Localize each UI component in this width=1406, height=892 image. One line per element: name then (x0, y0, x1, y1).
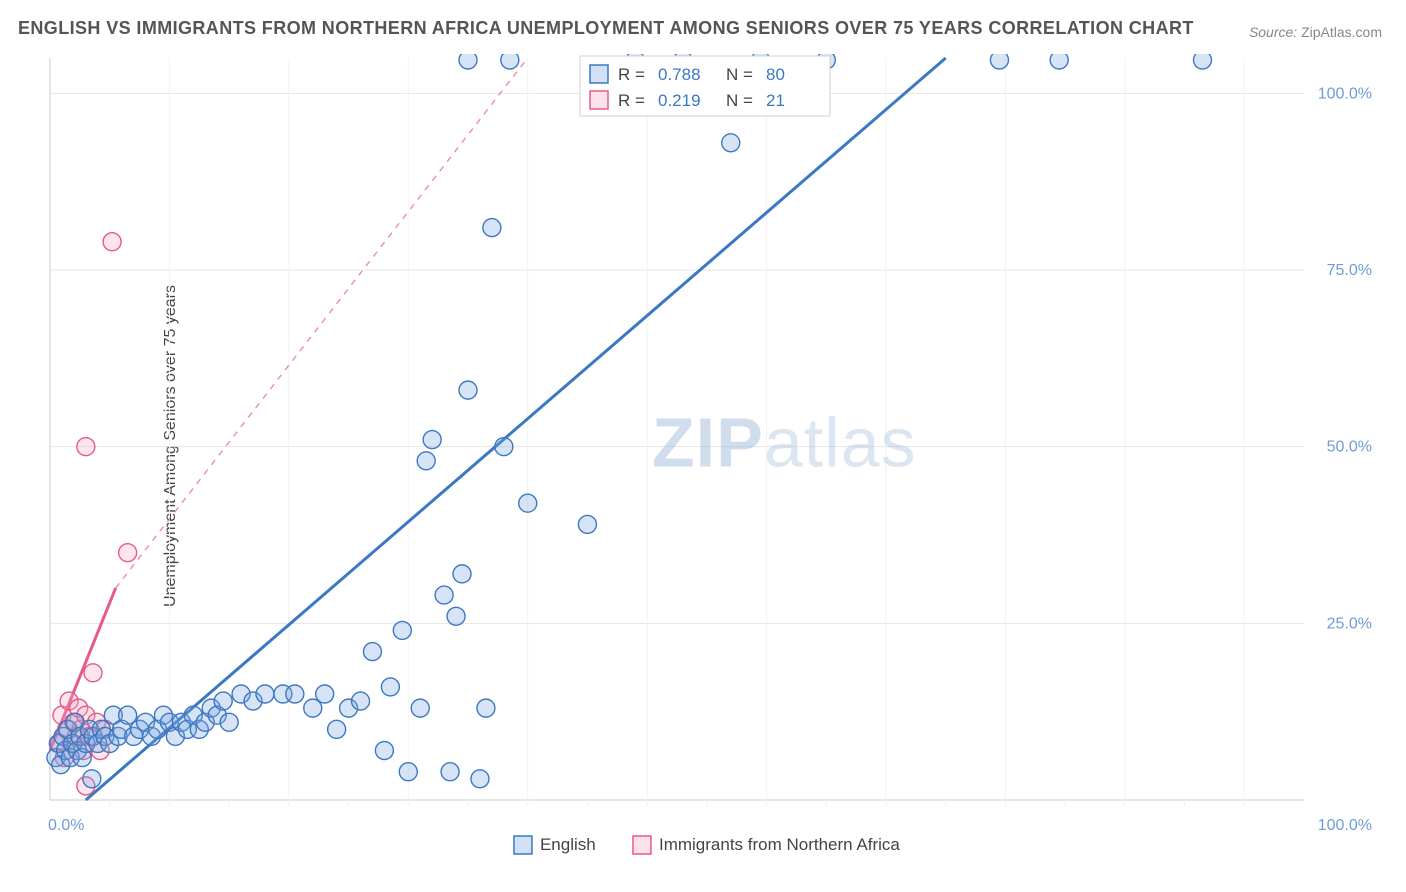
data-point (471, 770, 489, 788)
data-point (399, 763, 417, 781)
source-label: Source: (1249, 24, 1297, 40)
legend-swatch (514, 836, 532, 854)
legend-series-label: English (540, 835, 596, 854)
chart-title: ENGLISH VS IMMIGRANTS FROM NORTHERN AFRI… (18, 18, 1194, 39)
data-point (453, 565, 471, 583)
svg-text:R =: R = (618, 65, 645, 84)
data-point (256, 685, 274, 703)
data-point (119, 544, 137, 562)
y-tick-label: 100.0% (1318, 85, 1372, 102)
data-point (103, 233, 121, 251)
x-origin-label: 0.0% (48, 817, 84, 834)
data-point (423, 431, 441, 449)
svg-text:N =: N = (726, 65, 753, 84)
watermark: ZIPatlas (652, 404, 917, 482)
data-point (483, 219, 501, 237)
chart-area: 25.0% 50.0% 75.0% 100.0% ZIPatlas R = 0.788 N =… (46, 54, 1382, 844)
data-point (447, 607, 465, 625)
data-point (328, 720, 346, 738)
legend-swatch (590, 91, 608, 109)
data-point (459, 381, 477, 399)
data-point (363, 643, 381, 661)
data-point (84, 664, 102, 682)
data-point (501, 54, 519, 69)
legend-n-value: 80 (766, 65, 785, 84)
legend-swatch (590, 65, 608, 83)
x-end-label: 100.0% (1318, 817, 1372, 834)
y-tick-label: 25.0% (1327, 615, 1372, 632)
y-tick-label: 50.0% (1327, 439, 1372, 456)
data-point (316, 685, 334, 703)
data-point (375, 742, 393, 760)
legend-n-value: 21 (766, 91, 785, 110)
data-point (441, 763, 459, 781)
data-point (477, 699, 495, 717)
data-point (352, 692, 370, 710)
data-point (519, 494, 537, 512)
data-point (220, 713, 238, 731)
data-point (1193, 54, 1211, 69)
data-point (214, 692, 232, 710)
source-attribution: Source: ZipAtlas.com (1249, 24, 1382, 40)
data-point (459, 54, 477, 69)
source-value: ZipAtlas.com (1301, 24, 1382, 40)
data-point (417, 452, 435, 470)
data-point (495, 438, 513, 456)
data-point (990, 54, 1008, 69)
data-point (286, 685, 304, 703)
data-point (381, 678, 399, 696)
data-point (83, 770, 101, 788)
data-point (411, 699, 429, 717)
scatter-plot-svg: 25.0% 50.0% 75.0% 100.0% ZIPatlas R = 0.788 N =… (46, 54, 1382, 888)
data-point (1050, 54, 1068, 69)
data-point (77, 438, 95, 456)
legend-r-value: 0.219 (658, 91, 701, 110)
legend-series-label: Immigrants from Northern Africa (659, 835, 900, 854)
y-tick-label: 75.0% (1327, 262, 1372, 279)
data-point (435, 586, 453, 604)
legend-swatch (633, 836, 651, 854)
svg-text:R =: R = (618, 91, 645, 110)
legend-r-value: 0.788 (658, 65, 701, 84)
data-point (722, 134, 740, 152)
svg-text:N =: N = (726, 91, 753, 110)
data-point (578, 515, 596, 533)
data-point (393, 621, 411, 639)
